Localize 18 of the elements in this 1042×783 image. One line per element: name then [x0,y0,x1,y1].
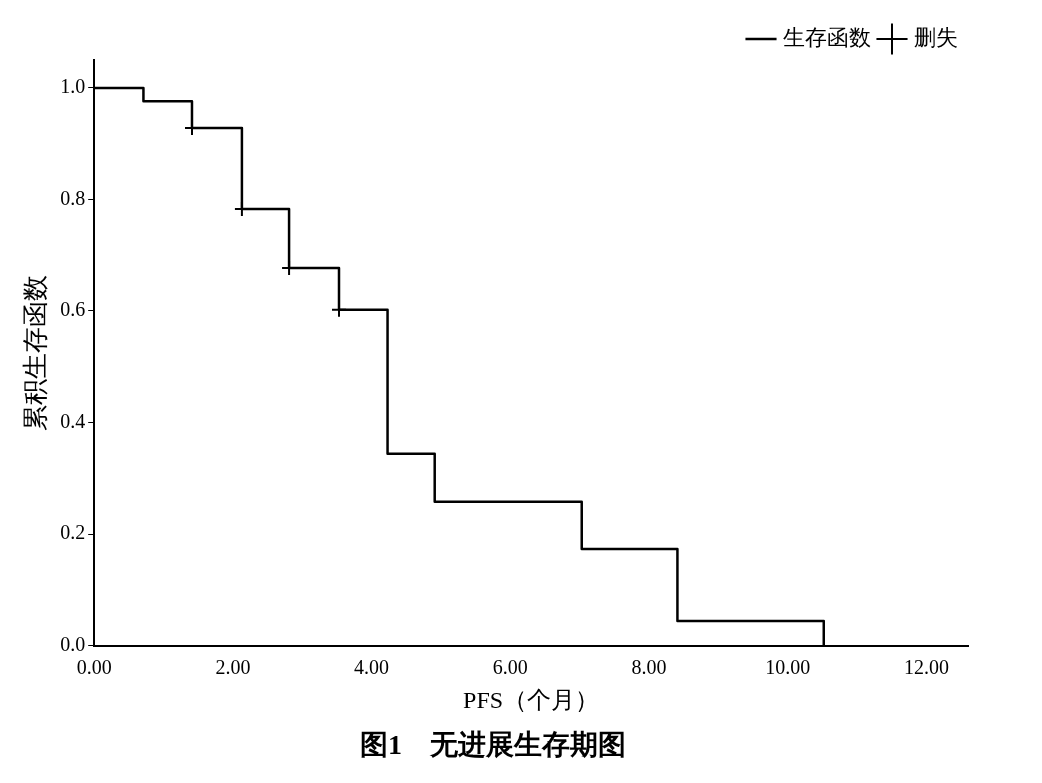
legend-label: 生存函数 [783,24,871,50]
y-tick-label: 0.8 [60,186,86,209]
x-tick-label: 4.00 [354,655,390,678]
x-tick-label: 6.00 [492,655,528,678]
y-tick-label: 0.6 [60,298,86,321]
y-tick-label: 0.4 [60,409,86,432]
x-axis-title: PFS（个月） [463,687,600,714]
y-tick-label: 1.0 [60,75,86,98]
x-tick-label: 10.00 [765,655,811,678]
x-tick-label: 12.00 [903,655,949,678]
x-tick-label: 2.00 [215,655,251,678]
y-tick-label: 0.2 [60,521,86,544]
y-axis-title: 累积生存函数 [21,274,51,431]
legend-label: 删失 [914,24,958,50]
x-tick-label: 0.00 [76,655,112,678]
x-tick-label: 8.00 [631,655,667,678]
y-tick-label: 0.0 [60,632,86,655]
text: 图1 无进展生存期图 [360,729,626,761]
